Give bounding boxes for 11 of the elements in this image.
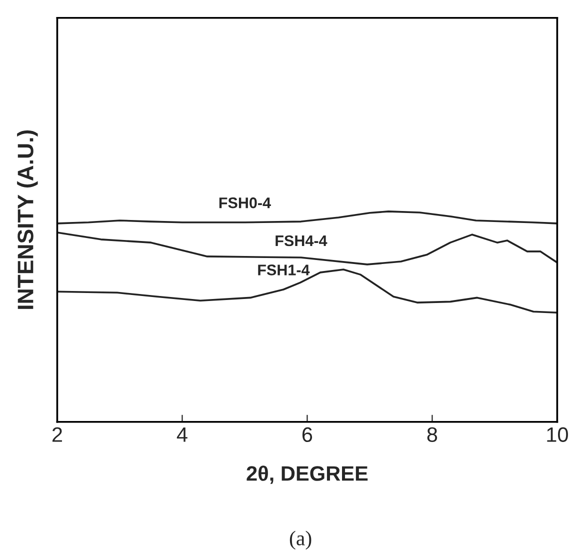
x-tick-label: 4: [176, 427, 188, 442]
x-tick-label: 2: [52, 427, 62, 442]
series-label: FSH1-4: [258, 264, 310, 276]
x-axis-title: 2θ, DEGREE: [246, 466, 368, 484]
x-tick-label: 10: [547, 427, 568, 442]
x-tick-label: 8: [427, 427, 438, 442]
series-label: FSH4-4: [276, 235, 328, 246]
text: (a): [290, 530, 312, 550]
x-tick-label: 6: [302, 427, 312, 442]
series-label: FSH0-4: [219, 197, 271, 208]
y-axis-title: INTENSITY (A.U.): [17, 130, 38, 309]
